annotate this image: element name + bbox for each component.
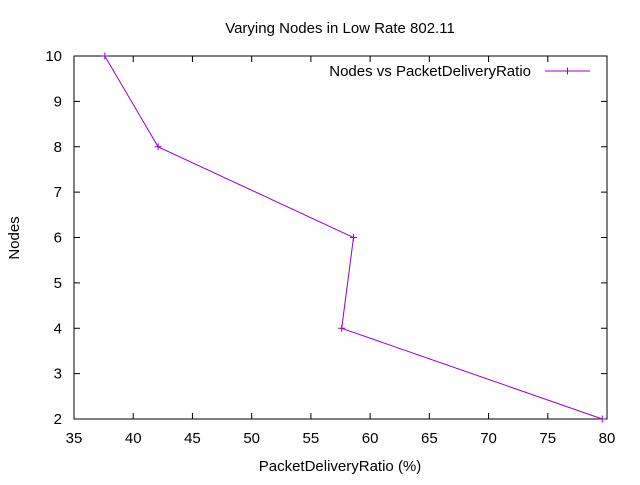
x-tick-label: 75 <box>539 430 556 447</box>
y-tick-label: 9 <box>54 93 62 110</box>
y-tick-label: 4 <box>54 320 62 337</box>
data-point-marker <box>350 234 358 241</box>
x-tick-label: 55 <box>303 430 320 447</box>
data-point-marker <box>598 415 606 423</box>
chart-title: Varying Nodes in Low Rate 802.11 <box>225 20 455 37</box>
x-tick-label: 65 <box>421 430 438 447</box>
y-tick-label: 5 <box>54 275 62 292</box>
x-tick-label: 80 <box>599 430 616 447</box>
x-tick-label: 50 <box>243 430 260 447</box>
x-axis-tick-labels: 35 40 45 50 55 60 65 70 75 80 <box>66 430 616 447</box>
y-tick-label: 2 <box>54 411 62 428</box>
x-tick-label: 60 <box>362 430 379 447</box>
legend-label: Nodes vs PacketDeliveryRatio <box>329 63 531 80</box>
y-axis-tick-labels: 2 3 4 5 6 7 8 9 10 <box>45 48 62 428</box>
x-axis-label: PacketDeliveryRatio (%) <box>259 458 422 475</box>
plot-area <box>73 55 608 420</box>
y-tick-label: 10 <box>45 48 62 65</box>
y-axis-label: Nodes <box>6 216 23 259</box>
x-tick-label: 70 <box>480 430 497 447</box>
y-tick-label: 3 <box>54 366 62 383</box>
data-point-marker <box>338 324 346 332</box>
data-point-marker <box>101 52 109 60</box>
x-tick-label: 35 <box>66 430 83 447</box>
series-group <box>101 52 606 423</box>
y-tick-label: 8 <box>54 139 62 156</box>
x-tick-label: 45 <box>184 430 201 447</box>
axis-ticks <box>73 55 608 420</box>
x-tick-label: 40 <box>125 430 142 447</box>
data-point-marker <box>154 143 162 151</box>
plot-border <box>73 55 608 420</box>
y-tick-label: 6 <box>54 230 62 247</box>
y-tick-label: 7 <box>54 184 62 201</box>
legend: Nodes vs PacketDeliveryRatio <box>329 63 590 80</box>
